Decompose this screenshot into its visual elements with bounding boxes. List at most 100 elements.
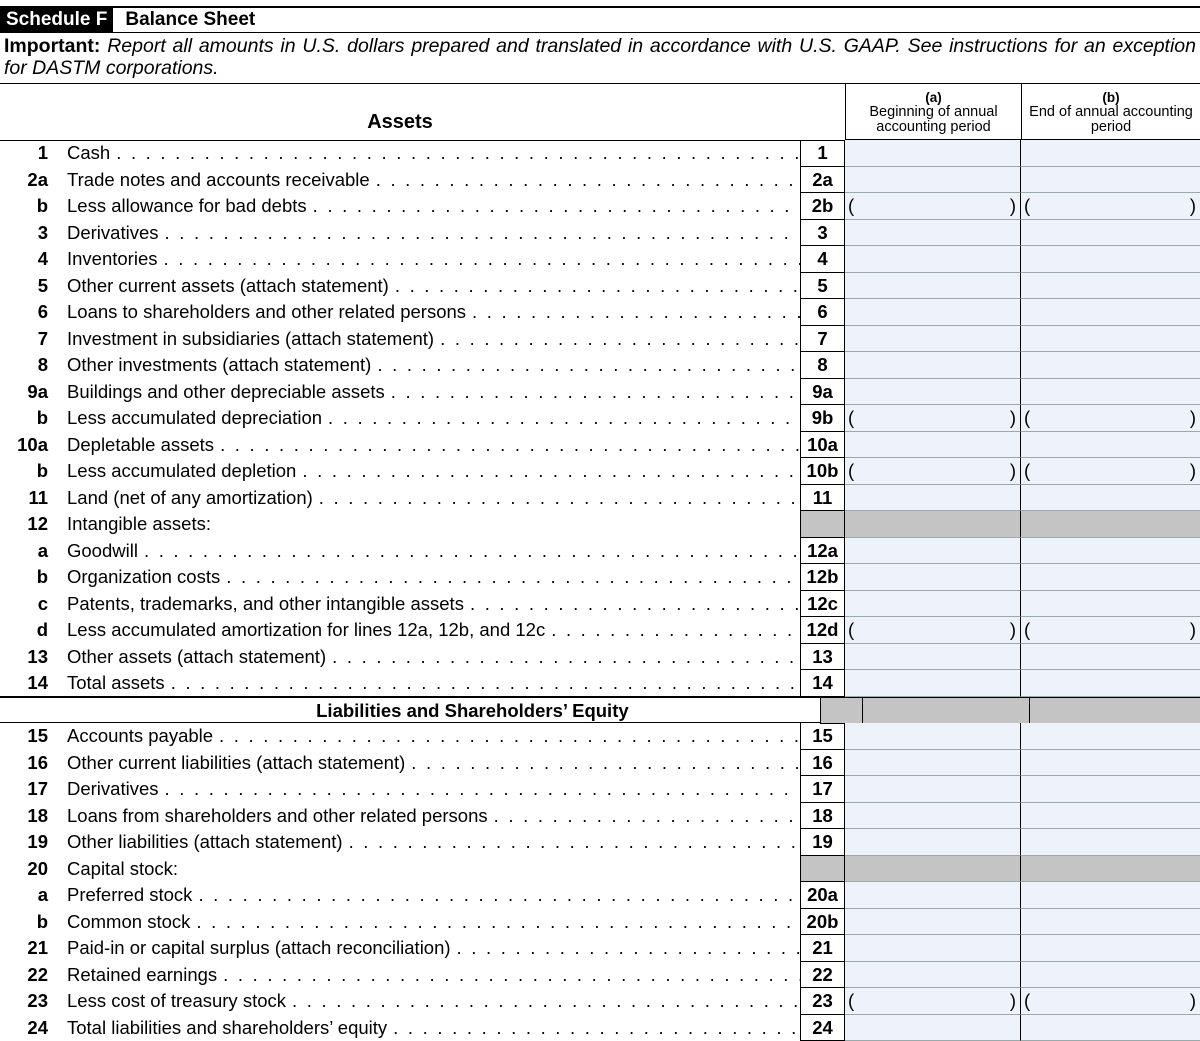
- open-paren: (: [848, 990, 855, 1011]
- amount-input-col-a[interactable]: (): [845, 458, 1021, 485]
- amount-input-col-b[interactable]: [1021, 246, 1200, 273]
- amount-input-col-b[interactable]: [1021, 564, 1200, 591]
- amount-input-col-b[interactable]: [1021, 961, 1200, 988]
- table-row: 21 Paid-in or capital surplus (attach rec…: [0, 935, 1200, 962]
- amount-input-col-a[interactable]: (): [845, 617, 1021, 644]
- table-row: 3 Derivatives............................…: [0, 219, 1200, 246]
- table-row: b Less accumulated depletion.............…: [0, 458, 1200, 485]
- amount-input-col-a[interactable]: [845, 802, 1021, 829]
- line-box-number: 14: [800, 670, 845, 697]
- amount-input-col-a[interactable]: [845, 935, 1021, 962]
- line-label: Less allowance for bad debts............…: [67, 193, 800, 220]
- amount-input-col-a[interactable]: [845, 352, 1021, 379]
- line-label: Capital stock:: [67, 856, 800, 883]
- line-number: b: [36, 566, 48, 587]
- line-box-number: 9b: [800, 405, 845, 432]
- amount-input-col-b[interactable]: [1021, 829, 1200, 856]
- line-label-text: Trade notes and accounts receivable: [67, 168, 370, 190]
- amount-input-col-a[interactable]: [845, 961, 1021, 988]
- amount-input-col-a[interactable]: [845, 537, 1021, 564]
- amount-input-col-b[interactable]: [1021, 935, 1200, 962]
- line-label-text: Capital stock:: [67, 857, 179, 879]
- amount-input-col-b[interactable]: [1021, 537, 1200, 564]
- amount-input-col-a[interactable]: [845, 564, 1021, 591]
- amount-input-col-b[interactable]: [1021, 299, 1200, 326]
- amount-input-col-b[interactable]: (): [1021, 458, 1200, 485]
- amount-input-col-a[interactable]: [845, 749, 1021, 776]
- line-label-text: Paid-in or capital surplus (attach recon…: [67, 937, 451, 958]
- amount-input-col-b[interactable]: [1021, 749, 1200, 776]
- amount-input-col-a[interactable]: [845, 378, 1021, 405]
- amount-input-col-a[interactable]: [845, 325, 1021, 352]
- amount-input-col-b[interactable]: [1021, 219, 1200, 246]
- line-box-number: [800, 855, 845, 882]
- dot-leader: ........................................…: [164, 221, 801, 243]
- amount-input-col-a[interactable]: [845, 670, 1021, 697]
- amount-input-col-b[interactable]: [1021, 643, 1200, 670]
- amount-input-col-b[interactable]: [1021, 378, 1200, 405]
- line-label-text: Less accumulated amortization for lines …: [67, 619, 546, 640]
- amount-input-col-b[interactable]: [1021, 325, 1200, 352]
- amount-input-col-a[interactable]: [845, 723, 1021, 750]
- amount-input-col-b[interactable]: [1021, 590, 1200, 617]
- amount-input-col-a[interactable]: [845, 246, 1021, 273]
- table-row: 22 Retained earnings.....................…: [0, 961, 1200, 988]
- amount-input-col-a[interactable]: [845, 882, 1021, 909]
- amount-input-col-b[interactable]: [1021, 802, 1200, 829]
- amount-input-col-b[interactable]: (): [1021, 405, 1200, 432]
- line-number: 22: [27, 963, 48, 985]
- amount-input-col-b[interactable]: [1021, 908, 1200, 935]
- amount-input-col-b[interactable]: [1021, 670, 1200, 697]
- line-label-text: Total assets: [67, 672, 165, 693]
- amount-input-col-a[interactable]: [845, 299, 1021, 326]
- amount-input-col-a[interactable]: [845, 166, 1021, 193]
- table-row: a Goodwill...............................…: [0, 537, 1200, 564]
- line-label-text: Accounts payable: [67, 725, 214, 746]
- amount-input-col-b[interactable]: [1021, 272, 1200, 299]
- shaded-cell: [863, 697, 1031, 724]
- amount-input-col-a[interactable]: [845, 484, 1021, 511]
- amount-input-col-b[interactable]: (): [1021, 988, 1200, 1015]
- line-label: Less accumulated amortization for lines …: [67, 617, 800, 644]
- table-row: 5 Other current assets (attach statement)…: [0, 272, 1200, 299]
- line-box-number: 3: [800, 219, 845, 246]
- amount-input-col-a[interactable]: [845, 776, 1021, 803]
- amount-input-col-a[interactable]: [845, 590, 1021, 617]
- line-box-number: 22: [800, 961, 845, 988]
- line-label: Total assets............................…: [67, 670, 800, 697]
- dot-leader: ........................................…: [551, 619, 800, 640]
- amount-input-col-a[interactable]: [845, 272, 1021, 299]
- line-number: 14: [0, 670, 67, 697]
- amount-input-col-b[interactable]: (): [1021, 193, 1200, 220]
- amount-input-col-b[interactable]: [1021, 776, 1200, 803]
- amount-input-col-b[interactable]: (): [1021, 617, 1200, 644]
- amount-input-col-a[interactable]: [845, 431, 1021, 458]
- line-box-number: [800, 511, 845, 538]
- amount-input-col-b[interactable]: [1021, 166, 1200, 193]
- amount-input-col-b[interactable]: [1021, 723, 1200, 750]
- amount-input-col-b[interactable]: [1021, 352, 1200, 379]
- amount-input-col-a[interactable]: [845, 1014, 1021, 1041]
- amount-input-col-a[interactable]: [845, 908, 1021, 935]
- amount-input-col-a[interactable]: (): [845, 988, 1021, 1015]
- table-row: 9a Buildings and other depreciable assets…: [0, 378, 1200, 405]
- line-label: Other investments (attach statement)....…: [67, 352, 800, 379]
- table-row: 14 Total assets..........................…: [0, 670, 1200, 697]
- line-label-text: Less accumulated depletion: [67, 460, 297, 481]
- amount-input-col-a[interactable]: (): [845, 405, 1021, 432]
- amount-input-col-b[interactable]: [1021, 140, 1200, 167]
- amount-input-col-a[interactable]: [845, 140, 1021, 167]
- amount-input-col-a[interactable]: (): [845, 193, 1021, 220]
- amount-input-col-a[interactable]: [845, 219, 1021, 246]
- amount-input-col-a[interactable]: [845, 829, 1021, 856]
- amount-input-col-b[interactable]: [1021, 484, 1200, 511]
- amount-input-col-a[interactable]: [845, 643, 1021, 670]
- amount-input-col-b[interactable]: [1021, 1014, 1200, 1041]
- line-label: Inventories.............................…: [67, 246, 800, 273]
- table-row: a Preferred stock........................…: [0, 882, 1200, 909]
- line-label: Trade notes and accounts receivable.....…: [67, 167, 800, 194]
- amount-input-col-b[interactable]: [1021, 431, 1200, 458]
- amount-input-col-b[interactable]: [1021, 882, 1200, 909]
- line-label-text: Less allowance for bad debts: [67, 195, 307, 216]
- table-row: 20 Capital stock:: [0, 855, 1200, 883]
